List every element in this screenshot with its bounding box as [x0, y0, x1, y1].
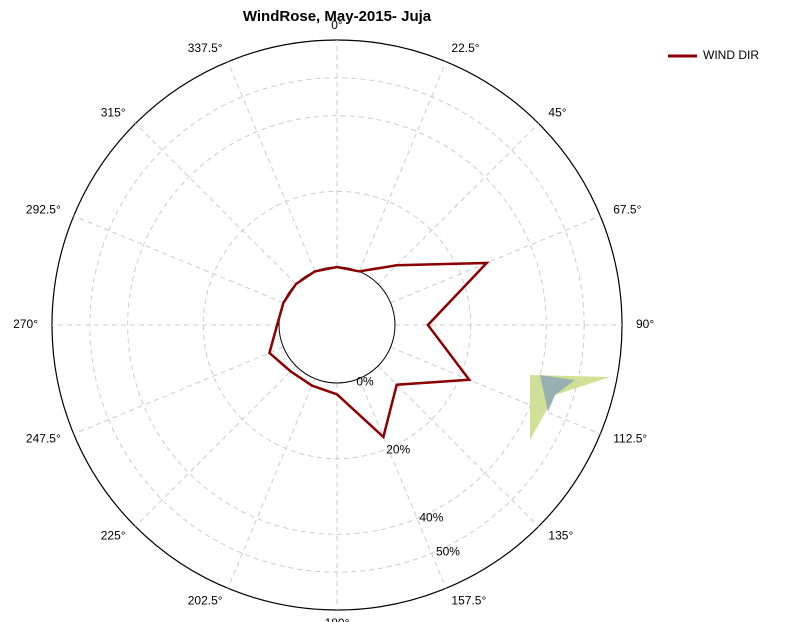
- angle-label: 337.5°: [188, 41, 223, 55]
- spoke: [228, 62, 315, 272]
- angle-label: 202.5°: [188, 593, 223, 607]
- spoke: [391, 216, 601, 303]
- angle-label: 45°: [548, 106, 566, 120]
- angle-label: 22.5°: [451, 41, 479, 55]
- spoke: [135, 366, 296, 527]
- spoke: [74, 216, 284, 303]
- angle-label: 112.5°: [613, 432, 647, 446]
- spoke: [228, 379, 315, 589]
- angle-label: 315°: [101, 106, 126, 120]
- r-tick-label: 20%: [386, 443, 410, 457]
- angle-label: 180°: [325, 616, 350, 622]
- grid-circle: [90, 78, 584, 572]
- spoke: [378, 123, 539, 284]
- r-tick-label: 40%: [419, 511, 443, 525]
- spoke: [391, 347, 601, 434]
- angle-label: 135°: [548, 529, 573, 543]
- spoke: [74, 347, 284, 434]
- spoke: [135, 123, 296, 284]
- angle-label: 270°: [13, 317, 38, 331]
- angle-label: 292.5°: [26, 203, 61, 217]
- angle-label: 67.5°: [613, 203, 641, 217]
- r-tick-label: 50%: [436, 545, 460, 559]
- r-tick-label: 0%: [356, 375, 374, 389]
- grid-circle: [128, 116, 547, 535]
- wind-line: [269, 263, 486, 437]
- legend-label: WIND DIR: [703, 48, 759, 62]
- polar-axis: [52, 40, 622, 610]
- angle-label: 157.5°: [451, 593, 486, 607]
- spoke: [359, 379, 446, 589]
- spoke: [359, 62, 446, 272]
- chart: WindRose, May-2015- Juja 0°22.5°45°67.5°…: [0, 0, 786, 622]
- angle-label: 225°: [101, 529, 126, 543]
- angle-label: 0°: [331, 18, 343, 32]
- angle-label: 90°: [636, 317, 654, 331]
- angle-label: 247.5°: [26, 432, 61, 446]
